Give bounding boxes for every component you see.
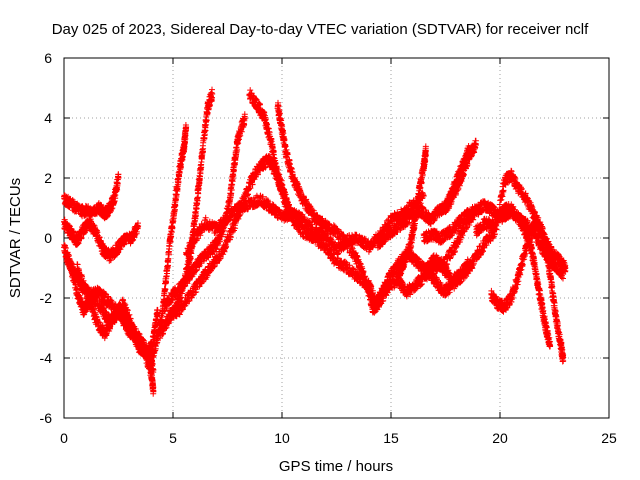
- y-axis-label: SDTVAR / TECUs: [7, 178, 24, 298]
- chart-title: Day 025 of 2023, Sidereal Day-to-day VTE…: [52, 21, 589, 38]
- x-tick-label: 25: [601, 430, 617, 446]
- series-track-18: [473, 201, 554, 350]
- y-tick-label: 0: [44, 230, 52, 246]
- series-markers: [473, 201, 554, 350]
- x-tick-label: 5: [169, 430, 177, 446]
- series-track-19: [442, 143, 473, 216]
- series-markers: [61, 241, 157, 397]
- ticks-layer: 0 5 10 15 20 25 -6 -4 -2 0 2 4 6: [40, 50, 617, 446]
- series-track-1: [61, 171, 122, 222]
- y-tick-label: -6: [40, 410, 53, 426]
- y-tick-label: 2: [44, 170, 52, 186]
- x-tick-label: 10: [274, 430, 290, 446]
- y-tick-label: 4: [44, 110, 52, 126]
- y-tick-label: 6: [44, 50, 52, 66]
- series-markers: [61, 171, 122, 222]
- series-layer: [61, 86, 569, 397]
- series-markers: [61, 216, 142, 264]
- series-track-3: [61, 241, 157, 397]
- series-track-2: [61, 216, 142, 264]
- series-track-5: [74, 261, 161, 362]
- y-tick-label: -4: [40, 350, 53, 366]
- series-markers: [442, 143, 473, 216]
- series-markers: [394, 143, 429, 286]
- x-tick-label: 20: [492, 430, 508, 446]
- x-tick-label: 15: [383, 430, 399, 446]
- y-tick-label: -2: [40, 290, 53, 306]
- series-markers: [74, 261, 161, 362]
- x-axis-label: GPS time / hours: [279, 458, 393, 475]
- x-tick-label: 0: [60, 430, 68, 446]
- series-track-14: [394, 143, 429, 286]
